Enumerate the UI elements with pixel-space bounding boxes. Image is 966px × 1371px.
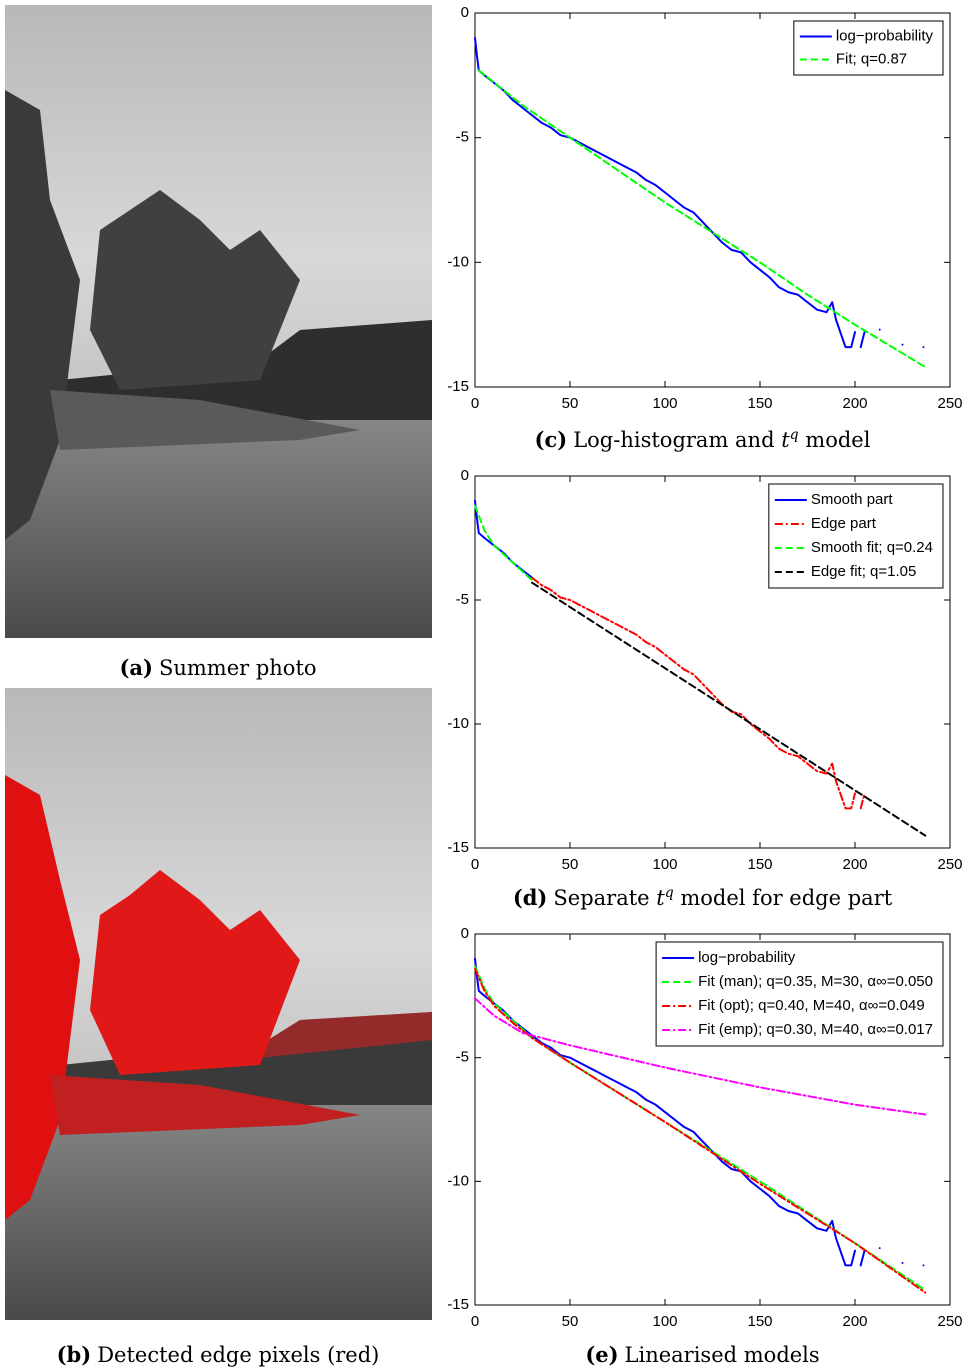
caption-sup: q: [665, 885, 674, 901]
y-tick-label: 0: [461, 4, 469, 21]
caption-label: (d): [513, 885, 548, 910]
x-tick-label: 50: [562, 395, 579, 412]
x-tick-label: 150: [747, 395, 772, 412]
legend-label: Fit (emp); q=0.30, M=40, α∞=0.017: [698, 1021, 933, 1038]
data-line: [474, 957, 925, 1267]
data-line: [474, 499, 533, 579]
legend-label: Fit (man); q=0.35, M=30, α∞=0.050: [698, 973, 933, 990]
caption-text: Summer photo: [159, 656, 317, 680]
x-tick-label: 0: [471, 395, 479, 412]
legend-label: log−probability: [698, 949, 796, 966]
x-tick-label: 100: [652, 856, 677, 873]
y-tick-label: -15: [447, 839, 469, 856]
legend: log−probability Fit; q=0.87: [793, 20, 944, 76]
legend-label: Smooth part: [811, 491, 894, 508]
x-tick-label: 250: [937, 395, 962, 412]
figure-caption: (b) Detected edge pixels (red): [57, 1342, 380, 1367]
data-line: [477, 69, 927, 369]
legend-label: Fit; q=0.87: [836, 50, 907, 67]
y-tick-label: 0: [461, 925, 469, 942]
data-line: [474, 36, 925, 349]
x-tick-label: 50: [562, 856, 579, 873]
axes-box: [474, 933, 951, 1306]
y-tick-label: -15: [447, 378, 469, 395]
y-tick-label: -10: [447, 715, 469, 732]
photo-a: [5, 5, 432, 638]
chart-caption: (d) Separate tq model for edge part: [513, 885, 893, 910]
caption-label: (a): [119, 655, 152, 680]
caption-text: model for edge part: [674, 886, 893, 910]
x-tick-label: 200: [842, 395, 867, 412]
legend: log−probability Fit (man); q=0.35, M=30, …: [655, 941, 944, 1047]
x-tick-label: 250: [937, 1313, 962, 1330]
axes-box: [474, 12, 951, 388]
legend-label: log−probability: [836, 27, 934, 44]
x-tick-label: 200: [842, 856, 867, 873]
legend-label: Smooth fit; q=0.24: [811, 539, 933, 556]
data-line: [474, 967, 927, 1294]
data-line: [531, 576, 925, 810]
chart-caption: (c) Log-histogram and tq model: [535, 427, 871, 452]
y-tick-label: -15: [447, 1296, 469, 1313]
caption-sup: q: [790, 427, 799, 443]
legend-box: [768, 483, 944, 589]
caption-text: model: [799, 428, 871, 452]
data-line: [474, 997, 927, 1116]
photo-b: [5, 688, 432, 1320]
x-tick-label: 200: [842, 1313, 867, 1330]
legend-label: Fit (opt); q=0.40, M=40, α∞=0.049: [698, 997, 925, 1014]
chart-caption: (e) Linearised models: [585, 1342, 819, 1367]
y-tick-label: 0: [461, 467, 469, 484]
legend-box: [655, 941, 944, 1047]
caption-label: (e): [585, 1342, 618, 1367]
caption-text: Detected edge pixels (red): [97, 1343, 379, 1367]
legend: Smooth part Edge part Smooth fit; q=0.24 Ed…: [768, 483, 944, 589]
x-tick-label: 150: [747, 1313, 772, 1330]
data-line: [531, 581, 927, 837]
figure-caption: (a) Summer photo: [119, 655, 316, 680]
axes-box: [474, 475, 951, 849]
y-tick-label: -5: [456, 591, 469, 608]
caption-math: t: [656, 886, 665, 910]
y-tick-label: -5: [456, 1049, 469, 1066]
caption-math: t: [781, 428, 790, 452]
x-tick-label: 250: [937, 856, 962, 873]
legend-label: Edge fit; q=1.05: [811, 563, 917, 580]
x-tick-label: 50: [562, 1313, 579, 1330]
caption-text: Log-histogram and: [573, 428, 781, 452]
legend-label: Edge part: [811, 515, 877, 532]
legend-box: [793, 20, 944, 76]
y-tick-label: -10: [447, 253, 469, 270]
x-tick-label: 100: [652, 1313, 677, 1330]
data-line: [474, 504, 533, 582]
caption-text: Linearised models: [625, 1343, 820, 1367]
caption-label: (b): [57, 1342, 92, 1367]
x-tick-label: 150: [747, 856, 772, 873]
y-tick-label: -10: [447, 1172, 469, 1189]
x-tick-label: 100: [652, 395, 677, 412]
x-tick-label: 0: [471, 856, 479, 873]
y-tick-label: -5: [456, 129, 469, 146]
caption-label: (c): [535, 427, 568, 452]
x-tick-label: 0: [471, 1313, 479, 1330]
caption-text: Separate: [553, 886, 656, 910]
